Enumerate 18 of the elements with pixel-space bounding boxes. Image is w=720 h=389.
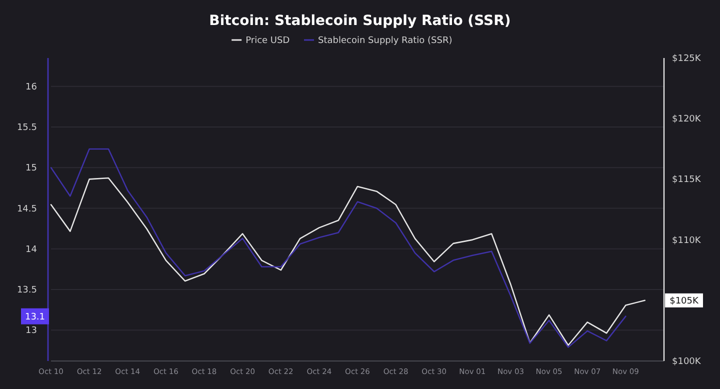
legend-label: Price USD: [246, 36, 290, 46]
y-tick-label: 13: [26, 326, 37, 336]
y2-tick-label: $110K: [672, 236, 702, 246]
y-tick-label: 14: [26, 244, 38, 255]
y2-tick-label: $120K: [672, 114, 702, 125]
y-tick-label: 16: [26, 82, 38, 92]
text: 13.1: [24, 312, 46, 322]
y2-tick-label: $125K: [672, 54, 702, 64]
chart-title: Bitcoin: Stablecoin Supply Ratio (SSR): [209, 13, 511, 29]
y-tick-label: 13.5: [16, 286, 37, 296]
line-series: [50, 177, 646, 346]
y-tick-label: 15: [26, 164, 37, 174]
y2-tick-label: $115K: [672, 175, 702, 186]
y-tick-label: 15.5: [16, 123, 37, 134]
y2-tick-label: $100K: [672, 357, 702, 367]
legend-label: Stablecoin Supply Ratio (SSR): [318, 36, 452, 46]
text: $105K: [670, 296, 700, 306]
y-tick-label: 14.5: [16, 204, 37, 214]
